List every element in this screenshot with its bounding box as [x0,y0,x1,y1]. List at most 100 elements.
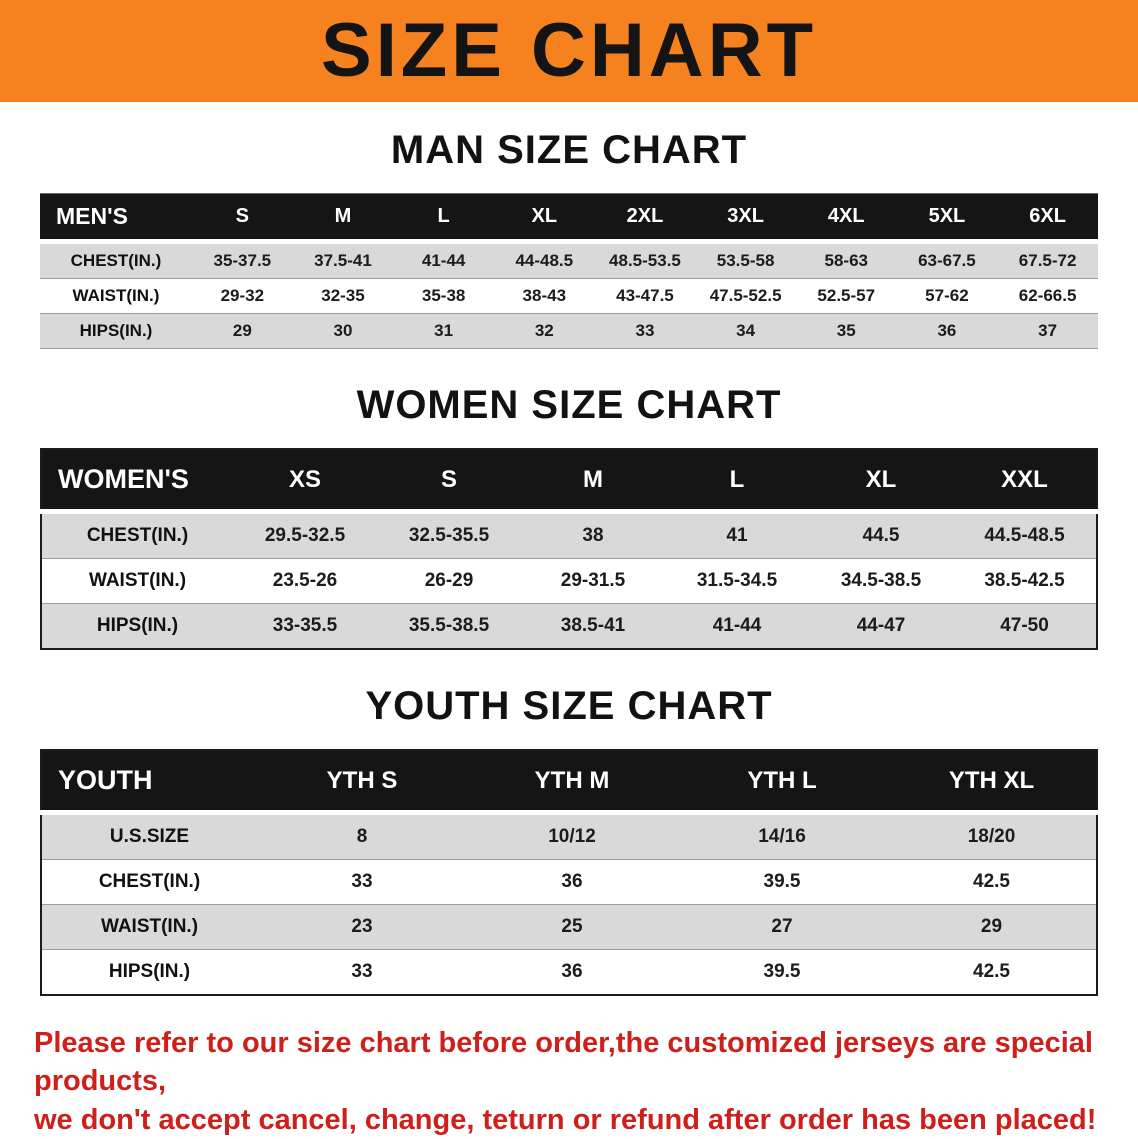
size-value: 35 [795,313,897,349]
size-value: 47-50 [953,603,1097,650]
size-value: 44-47 [809,603,953,650]
size-column-header: L [393,193,494,244]
size-value: 41-44 [665,603,809,650]
size-column-header: 5XL [896,193,998,244]
size-column-header: YTH XL [887,750,1097,815]
size-column-header: M [292,193,394,244]
size-value: 53.5-58 [695,241,796,279]
table-row: WAIST(IN.) 23.5-26 26-29 29-31.5 31.5-34.5 34… [41,558,1097,604]
size-value: 39.5 [677,859,887,905]
table-header-row: WOMEN'S XS S M L XL XXL [41,449,1097,514]
size-value: 38 [521,511,665,559]
size-column-header: XL [809,449,953,514]
row-label: HIPS(IN.) [41,949,257,996]
table-row: U.S.SIZE 8 10/12 14/16 18/20 [41,812,1097,860]
size-value: 57-62 [896,278,998,314]
size-value: 32.5-35.5 [377,511,521,559]
size-column-header: XXL [953,449,1097,514]
size-column-header: 6XL [997,193,1098,244]
table-corner-label: YOUTH [41,750,257,815]
size-column-header: YTH M [467,750,677,815]
size-value: 37.5-41 [292,241,394,279]
size-value: 34 [695,313,796,349]
table-row: HIPS(IN.) 29 30 31 32 33 34 35 36 37 [40,313,1098,349]
size-value: 48.5-53.5 [594,241,696,279]
size-value: 39.5 [677,949,887,996]
table-row: WAIST(IN.) 23 25 27 29 [41,904,1097,950]
size-value: 33 [257,949,467,996]
size-value: 35-37.5 [192,241,293,279]
size-column-header: S [192,193,293,244]
size-value: 33-35.5 [233,603,377,650]
size-value: 27 [677,904,887,950]
size-value: 34.5-38.5 [809,558,953,604]
size-value: 41-44 [393,241,494,279]
table-corner-label: WOMEN'S [41,449,233,514]
size-value: 36 [896,313,998,349]
men-size-section: MAN SIZE CHART MEN'S S M L XL 2XL 3XL 4XL 5XL 6XL… [0,128,1138,349]
size-value: 36 [467,949,677,996]
size-value: 35-38 [393,278,494,314]
men-size-table: MEN'S S M L XL 2XL 3XL 4XL 5XL 6XL CHEST(IN.) 35-37… [40,193,1098,349]
row-label: U.S.SIZE [41,812,257,860]
size-value: 41 [665,511,809,559]
table-row: WAIST(IN.) 29-32 32-35 35-38 38-43 43-47.5 47.… [40,278,1098,314]
size-value: 29 [887,904,1097,950]
size-value: 37 [997,313,1098,349]
size-column-header: YTH S [257,750,467,815]
size-value: 67.5-72 [997,241,1098,279]
youth-size-section: YOUTH SIZE CHART YOUTH YTH S YTH M YTH L YTH… [0,684,1138,996]
row-label: HIPS(IN.) [40,313,192,349]
row-label: WAIST(IN.) [41,904,257,950]
men-section-heading: MAN SIZE CHART [390,128,748,172]
size-value: 32-35 [292,278,394,314]
table-row: HIPS(IN.) 33 36 39.5 42.5 [41,949,1097,996]
youth-size-table: YOUTH YTH S YTH M YTH L YTH XL U.S.SIZE 8 10/12… [40,749,1098,996]
disclaimer-line-1: Please refer to our size chart before or… [34,1027,1093,1098]
disclaimer: Please refer to our size chart before or… [34,1024,1120,1139]
size-value: 38.5-41 [521,603,665,650]
size-column-header: YTH L [677,750,887,815]
size-value: 18/20 [887,812,1097,860]
size-column-header: 3XL [695,193,796,244]
size-column-header: 4XL [795,193,897,244]
banner-title: SIZE CHART [321,8,817,93]
size-value: 47.5-52.5 [695,278,796,314]
size-value: 35.5-38.5 [377,603,521,650]
women-size-section: WOMEN SIZE CHART WOMEN'S XS S M L XL XXL CHEST(… [0,383,1138,650]
size-value: 14/16 [677,812,887,860]
size-value: 29-31.5 [521,558,665,604]
size-column-header: XS [233,449,377,514]
row-label: HIPS(IN.) [41,603,233,650]
women-size-table: WOMEN'S XS S M L XL XXL CHEST(IN.) 29.5-32.5 32.5… [40,448,1098,650]
table-corner-label: MEN'S [40,193,192,244]
size-value: 44-48.5 [493,241,595,279]
table-header-row: MEN'S S M L XL 2XL 3XL 4XL 5XL 6XL [40,193,1098,244]
size-value: 31.5-34.5 [665,558,809,604]
size-value: 38-43 [493,278,595,314]
size-value: 42.5 [887,859,1097,905]
row-label: CHEST(IN.) [41,511,233,559]
table-header-row: YOUTH YTH S YTH M YTH L YTH XL [41,750,1097,815]
size-value: 10/12 [467,812,677,860]
size-value: 29-32 [192,278,293,314]
size-value: 31 [393,313,494,349]
size-column-header: 2XL [594,193,696,244]
row-label: WAIST(IN.) [40,278,192,314]
table-row: CHEST(IN.) 29.5-32.5 32.5-35.5 38 41 44.5 44.5… [41,511,1097,559]
table-row: CHEST(IN.) 35-37.5 37.5-41 41-44 44-48.5 48.5… [40,241,1098,279]
size-value: 26-29 [377,558,521,604]
size-column-header: S [377,449,521,514]
size-value: 30 [292,313,394,349]
table-row: CHEST(IN.) 33 36 39.5 42.5 [41,859,1097,905]
size-value: 43-47.5 [594,278,696,314]
banner: SIZE CHART [0,0,1138,102]
size-value: 58-63 [795,241,897,279]
size-column-header: XL [493,193,595,244]
size-value: 44.5 [809,511,953,559]
size-value: 23 [257,904,467,950]
size-value: 42.5 [887,949,1097,996]
disclaimer-line-2: we don't accept cancel, change, teturn o… [34,1103,1097,1136]
table-row: HIPS(IN.) 33-35.5 35.5-38.5 38.5-41 41-44 44-… [41,603,1097,650]
